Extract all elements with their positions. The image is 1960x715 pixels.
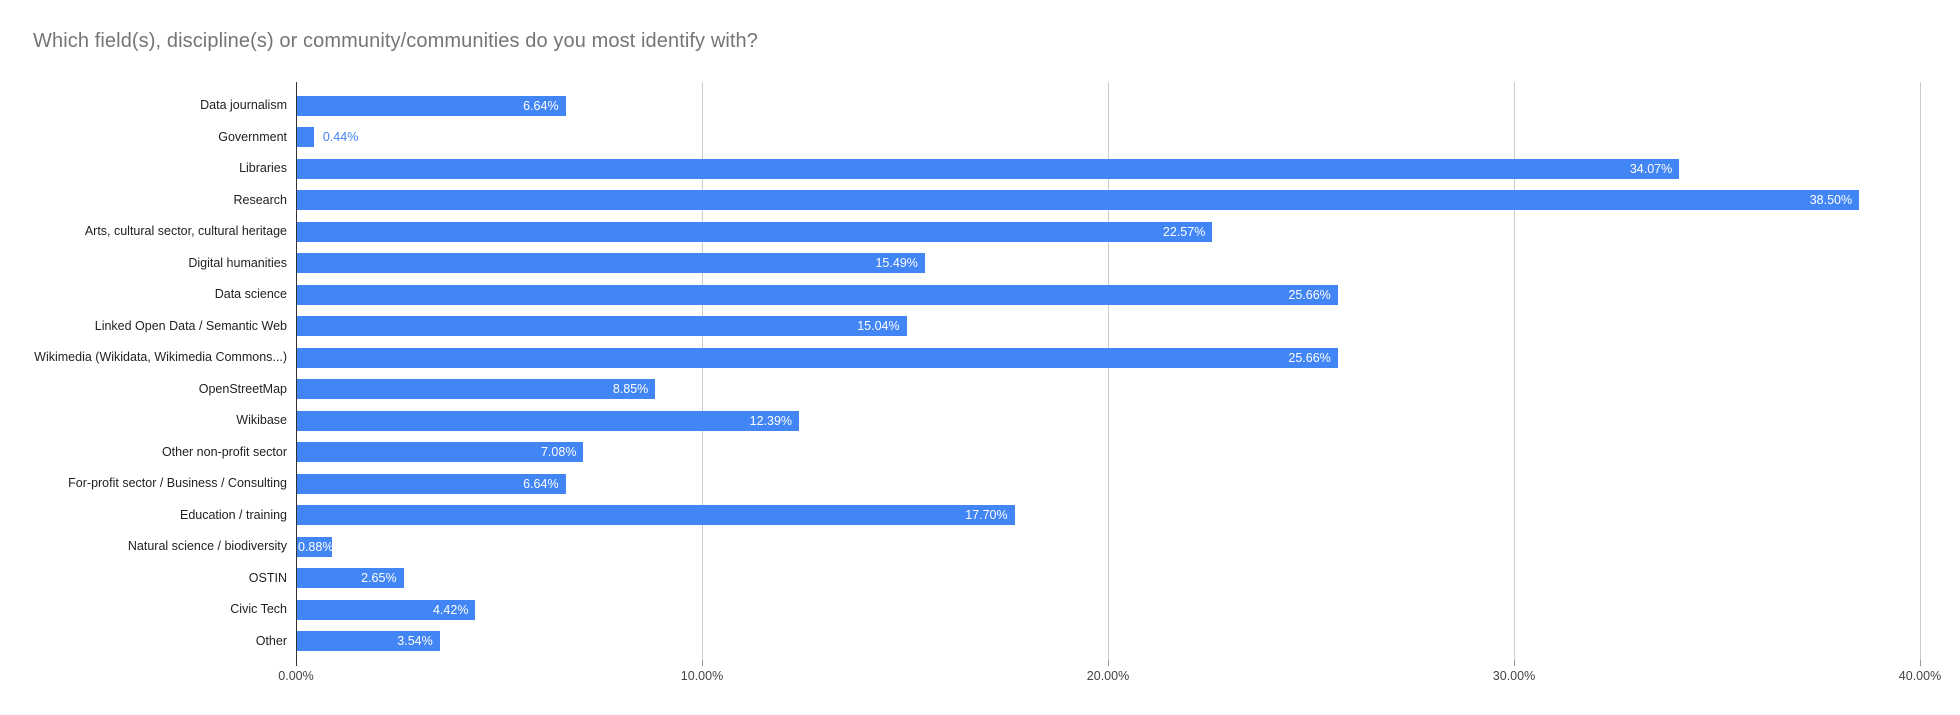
bar-value-label: 6.64% — [523, 476, 559, 491]
chart-row: Government 0.44% — [0, 122, 1960, 154]
gridline — [1108, 82, 1109, 660]
category-label: Wikibase — [236, 413, 287, 427]
category-label: Data science — [214, 287, 287, 301]
bar[interactable]: 4.42% — [296, 599, 476, 620]
bar-value-label: 12.39% — [749, 413, 793, 428]
chart-row: Digital humanities 15.49% — [0, 248, 1960, 280]
bar-value-label: 7.08% — [540, 445, 577, 460]
bar-value-label: 0.88% — [298, 539, 334, 554]
x-axis-tick-label: 30.00% — [1492, 669, 1536, 683]
axis-baseline — [296, 82, 297, 666]
bar[interactable]: 38.50% — [296, 190, 1860, 211]
gridline — [702, 82, 703, 660]
chart-row: OpenStreetMap 8.85% — [0, 374, 1960, 406]
bar[interactable]: 34.07% — [296, 158, 1680, 179]
axis-tick — [1920, 660, 1921, 666]
chart-row: Wikibase 12.39% — [0, 405, 1960, 437]
category-label: Education / training — [179, 507, 287, 522]
bar-value-label: 25.66% — [1288, 287, 1331, 302]
chart-title: Which field(s), discipline(s) or communi… — [33, 30, 759, 52]
category-label: Linked Open Data / Semantic Web — [94, 318, 287, 333]
bar-value-label: 34.07% — [1629, 161, 1673, 176]
category-label: Wikimedia (Wikidata, Wikimedia Commons..… — [34, 350, 287, 364]
bar-value-label: 0.44% — [322, 130, 359, 145]
bar[interactable]: 2.65% — [296, 568, 404, 589]
bar-value-label: 6.64% — [523, 98, 559, 113]
chart-row: Other 3.54% — [0, 626, 1960, 658]
bar[interactable]: 6.64% — [296, 473, 566, 494]
x-axis-tick-label: 0.00% — [278, 669, 314, 683]
category-label: OpenStreetMap — [198, 381, 287, 396]
bar-value-label: 15.49% — [875, 256, 918, 271]
category-label: Other non-profit sector — [161, 444, 287, 459]
chart-row: Education / training 17.70% — [0, 500, 1960, 532]
bar-value-label: 38.50% — [1809, 193, 1853, 208]
bar[interactable]: 25.66% — [296, 284, 1338, 305]
axis-tick — [1514, 660, 1515, 666]
chart-row: Wikimedia (Wikidata, Wikimedia Commons..… — [0, 342, 1960, 374]
category-label: Digital humanities — [188, 255, 287, 270]
category-label: Natural science / biodiversity — [127, 539, 287, 553]
bar[interactable]: 22.57% — [296, 221, 1213, 242]
chart-row: Data science 25.66% — [0, 279, 1960, 311]
chart-row: Research 38.50% — [0, 185, 1960, 217]
bar[interactable]: 15.49% — [296, 253, 925, 274]
bar[interactable]: 15.04% — [296, 316, 907, 337]
chart-row: Data journalism 6.64% — [0, 90, 1960, 122]
bar-value-label: 4.42% — [432, 602, 469, 617]
chart-row: Arts, cultural sector, cultural heritage… — [0, 216, 1960, 248]
chart-row: Linked Open Data / Semantic Web 15.04% — [0, 311, 1960, 343]
bar-value-label: 15.04% — [857, 319, 900, 334]
bar-value-label: 3.54% — [397, 634, 433, 649]
bar[interactable]: 12.39% — [296, 410, 800, 431]
category-label: For-profit sector / Business / Consultin… — [68, 476, 287, 490]
category-label: Government — [218, 129, 287, 144]
category-label: Arts, cultural sector, cultural heritage — [84, 224, 287, 238]
category-label: Civic Tech — [230, 602, 287, 616]
bar[interactable]: 7.08% — [296, 442, 584, 463]
chart-row: Civic Tech 4.42% — [0, 594, 1960, 626]
bar[interactable]: 17.70% — [296, 505, 1015, 526]
axis-tick — [702, 660, 703, 666]
bar[interactable]: 25.66% — [296, 347, 1338, 368]
bar[interactable]: 3.54% — [296, 631, 440, 652]
bar-value-label: 17.70% — [965, 508, 1008, 523]
gridline — [1514, 82, 1515, 660]
x-axis-tick-label: 10.00% — [680, 669, 724, 683]
bar[interactable]: 0.88% — [296, 536, 334, 557]
x-axis-tick-label: 40.00% — [1898, 669, 1942, 683]
category-label: Data journalism — [200, 98, 287, 112]
category-label: Libraries — [239, 161, 287, 175]
axis-tick — [1108, 660, 1109, 666]
category-label: Research — [233, 192, 288, 207]
gridline — [1920, 82, 1921, 660]
x-axis-tick-label: 20.00% — [1086, 669, 1130, 683]
bar-value-label: 2.65% — [361, 571, 397, 586]
bar-value-label: 25.66% — [1288, 350, 1331, 365]
chart-row: Libraries 34.07% — [0, 153, 1960, 185]
bar-value-label: 22.57% — [1162, 224, 1206, 239]
bar[interactable]: 8.85% — [296, 379, 656, 400]
bar-value-label: 8.85% — [612, 382, 649, 397]
chart-row: Other non-profit sector 7.08% — [0, 437, 1960, 469]
bar[interactable] — [296, 127, 314, 148]
bar[interactable]: 6.64% — [296, 95, 566, 116]
category-label: OSTIN — [248, 570, 287, 585]
chart-row: For-profit sector / Business / Consultin… — [0, 468, 1960, 500]
chart-row: OSTIN 2.65% — [0, 563, 1960, 595]
category-label: Other — [255, 633, 287, 648]
chart-row: Natural science / biodiversity 0.88% — [0, 531, 1960, 563]
